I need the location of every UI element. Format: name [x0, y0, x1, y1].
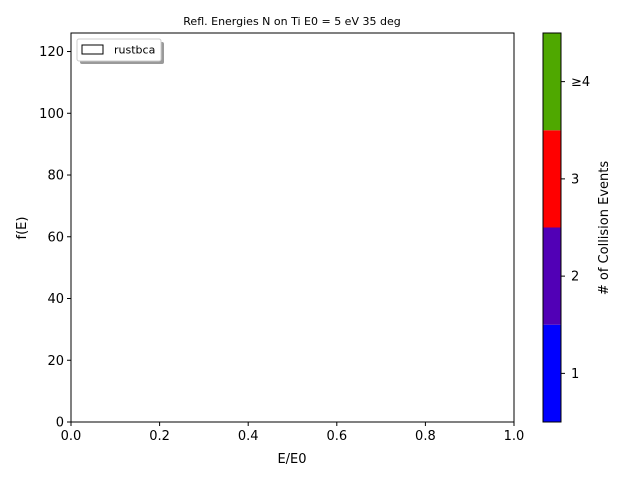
x-tick-label: 0.8	[415, 429, 436, 444]
legend-swatch	[81, 44, 104, 55]
colorbar-segment	[543, 33, 561, 131]
plot-frame	[70, 32, 515, 423]
y-tick-label: 20	[47, 354, 64, 369]
y-tick-label: 120	[39, 45, 64, 60]
colorbar-segment	[543, 227, 561, 325]
x-tick-label: 0.6	[326, 429, 347, 444]
x-tick-label: 0.4	[238, 429, 259, 444]
y-tick-label: 80	[47, 169, 64, 184]
y-axis: 0 20 40 60 80 100 120	[39, 45, 71, 431]
x-tick-label: 0.0	[61, 429, 82, 444]
colorbar-segment	[543, 130, 561, 228]
x-tick-label: 1.0	[504, 429, 525, 444]
legend: rustbca	[76, 38, 164, 64]
colorbar-label: # of Collision Events	[597, 161, 612, 296]
y-tick-label: 40	[47, 292, 64, 307]
chart-title: Refl. Energies N on Ti E0 = 5 eV 35 deg	[183, 15, 400, 28]
colorbar-segment	[543, 324, 561, 422]
x-axis-label: E/E0	[277, 452, 306, 467]
y-tick-label: 0	[56, 416, 64, 431]
x-axis: 0.0 0.2 0.4 0.6 0.8 1.0	[61, 422, 525, 444]
colorbar-frame	[542, 32, 562, 423]
colorbar-tick-label: ≥4	[571, 75, 590, 90]
y-tick-label: 60	[47, 230, 64, 245]
colorbar-tick-label: 1	[571, 367, 579, 382]
legend-label: rustbca	[114, 44, 155, 57]
plot-area: 0.0 0.2 0.4 0.6 0.8 1.0 0 20 40 60 80 100 120	[39, 32, 525, 444]
x-tick-label: 0.2	[149, 429, 170, 444]
colorbar-tick-label: 2	[571, 270, 579, 285]
y-tick-label: 100	[39, 107, 64, 122]
y-axis-label: f(E)	[15, 217, 30, 240]
colorbar: 1 2 3 ≥4	[542, 32, 590, 423]
colorbar-tick-label: 3	[571, 172, 579, 187]
